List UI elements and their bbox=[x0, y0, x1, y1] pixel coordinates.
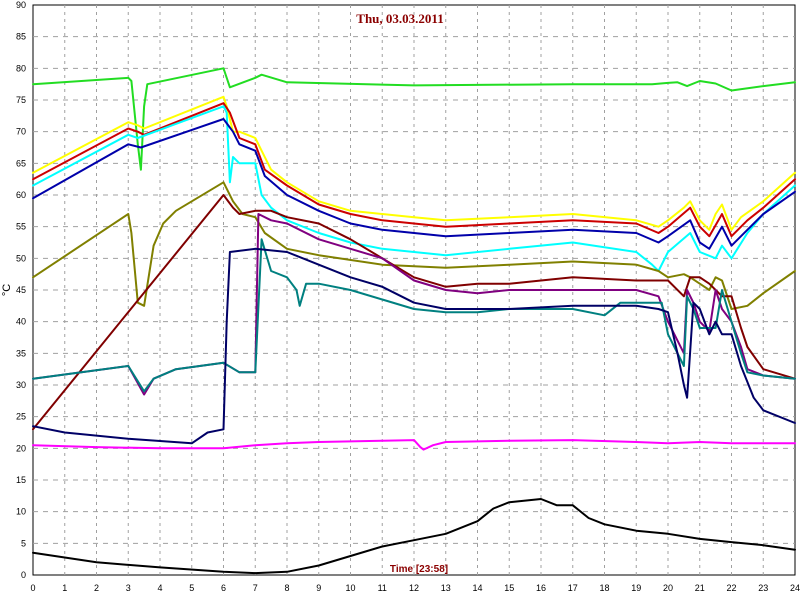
x-tick-label: 14 bbox=[472, 583, 482, 593]
x-tick-label: 11 bbox=[378, 583, 387, 593]
y-tick-label: 80 bbox=[16, 63, 26, 73]
x-axis-ticks: 0 1 2 3 4 5 6 7 8 9 10 11 12 13 14 15 16 17 18 19 20 21 22 23 24 bbox=[30, 583, 800, 593]
x-tick-label: 3 bbox=[126, 583, 131, 593]
x-tick-label: 18 bbox=[599, 583, 609, 593]
y-tick-label: 35 bbox=[16, 348, 26, 358]
x-tick-label: 0 bbox=[30, 583, 35, 593]
grid bbox=[33, 5, 795, 575]
x-tick-label: 8 bbox=[284, 583, 289, 593]
series-line-3 bbox=[32, 102, 796, 238]
y-tick-label: 45 bbox=[16, 285, 26, 295]
series-line-9 bbox=[32, 238, 796, 393]
y-tick-label: 75 bbox=[16, 95, 26, 105]
y-tick-label: 10 bbox=[16, 507, 26, 517]
series-line-12 bbox=[32, 498, 796, 575]
x-axis-label: Time [23:58] bbox=[390, 564, 448, 575]
y-tick-label: 15 bbox=[16, 475, 26, 485]
x-tick-label: 19 bbox=[631, 583, 641, 593]
series-line-1 bbox=[32, 67, 796, 171]
series-line-7 bbox=[32, 194, 796, 431]
x-tick-label: 10 bbox=[345, 583, 355, 593]
y-tick-label: 65 bbox=[16, 158, 26, 168]
x-tick-label: 2 bbox=[94, 583, 99, 593]
x-tick-label: 20 bbox=[663, 583, 673, 593]
series-line-11 bbox=[32, 439, 796, 451]
chart-title: Thu, 03.03.2011 bbox=[356, 11, 443, 26]
y-tick-label: 70 bbox=[16, 127, 26, 137]
y-tick-label: 55 bbox=[16, 222, 26, 232]
y-axis-label: °C bbox=[1, 284, 13, 296]
x-tick-label: 9 bbox=[316, 583, 321, 593]
x-tick-label: 5 bbox=[189, 583, 194, 593]
y-tick-label: 5 bbox=[21, 538, 26, 548]
x-tick-label: 1 bbox=[62, 583, 67, 593]
x-tick-label: 22 bbox=[726, 583, 736, 593]
x-tick-label: 16 bbox=[536, 583, 546, 593]
x-tick-label: 13 bbox=[441, 583, 451, 593]
x-tick-label: 17 bbox=[568, 583, 578, 593]
y-tick-label: 30 bbox=[16, 380, 26, 390]
x-tick-label: 24 bbox=[790, 583, 800, 593]
y-tick-label: 50 bbox=[16, 253, 26, 263]
x-tick-label: 12 bbox=[409, 583, 419, 593]
y-tick-label: 40 bbox=[16, 317, 26, 327]
x-tick-label: 6 bbox=[221, 583, 226, 593]
y-tick-label: 90 bbox=[16, 0, 26, 10]
x-tick-label: 7 bbox=[253, 583, 258, 593]
x-tick-label: 4 bbox=[157, 583, 162, 593]
series-line-10 bbox=[32, 247, 796, 445]
x-tick-label: 21 bbox=[695, 583, 705, 593]
x-tick-label: 15 bbox=[504, 583, 514, 593]
series-line-4 bbox=[32, 105, 796, 272]
series-line-6 bbox=[32, 181, 796, 310]
series-line-5 bbox=[32, 118, 796, 250]
y-axis-ticks: 0 5 10 15 20 25 30 35 40 45 50 55 60 65 70 75 80 85 90 bbox=[16, 0, 26, 580]
y-tick-label: 60 bbox=[16, 190, 26, 200]
x-tick-label: 23 bbox=[758, 583, 768, 593]
series-group bbox=[32, 67, 796, 575]
y-tick-label: 25 bbox=[16, 412, 26, 422]
y-tick-label: 20 bbox=[16, 443, 26, 453]
y-tick-label: 85 bbox=[16, 32, 26, 42]
y-tick-label: 0 bbox=[21, 570, 26, 580]
